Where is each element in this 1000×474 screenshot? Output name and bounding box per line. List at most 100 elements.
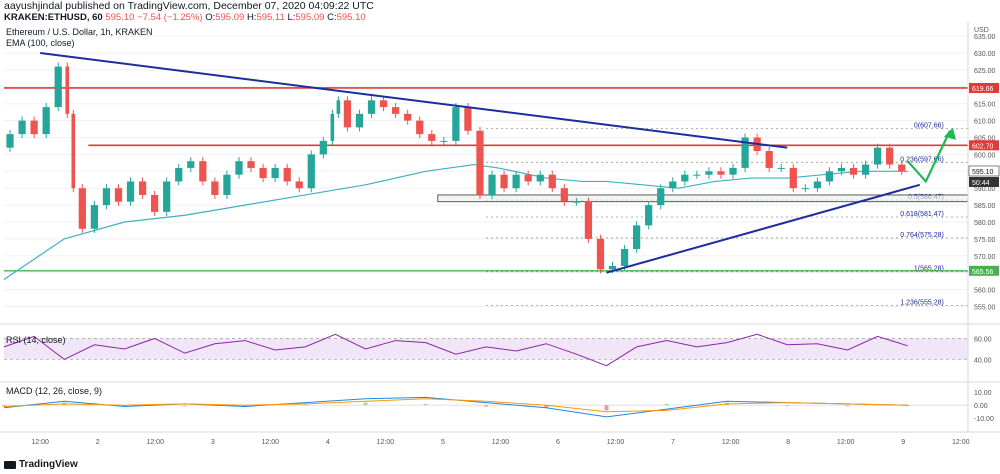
candle-body bbox=[825, 171, 834, 182]
y-tick-label: 625.00 bbox=[974, 68, 996, 75]
candle-body bbox=[548, 174, 556, 189]
forecast-arrowhead bbox=[943, 127, 956, 140]
candle-body bbox=[801, 188, 809, 190]
ohlc-line: KRAKEN:ETHUSD, 60 595.10 −7.54 (−1.25%) … bbox=[4, 12, 366, 23]
x-tick-label: 12:00 bbox=[607, 439, 625, 446]
candle-body bbox=[367, 100, 376, 114]
candle-body bbox=[379, 100, 388, 108]
high-value: 595.11 bbox=[256, 12, 285, 23]
fib-label: 1.236(555.28) bbox=[900, 300, 944, 307]
candle-body bbox=[6, 134, 14, 148]
x-tick-label: 12:00 bbox=[262, 439, 280, 446]
chart-area[interactable]: 555.00560.00565.00570.00575.00580.00585.… bbox=[0, 22, 1000, 457]
candle-body bbox=[18, 120, 26, 135]
symbol-label: KRAKEN:ETHUSD, 60 bbox=[4, 12, 103, 23]
fib-label: 0.764(575.28) bbox=[900, 232, 944, 239]
x-tick-label: 8 bbox=[786, 439, 790, 446]
candle-body bbox=[355, 113, 364, 128]
candle-body bbox=[404, 113, 412, 121]
candle-body bbox=[235, 161, 243, 175]
macd-histogram-bar bbox=[664, 403, 669, 406]
candle-body bbox=[30, 120, 38, 135]
candle-body bbox=[187, 161, 195, 168]
macd-histogram-bar bbox=[544, 405, 549, 408]
candle-body bbox=[765, 151, 773, 168]
resistance-price-label: 602.70 bbox=[972, 143, 994, 150]
macd-histogram-bar bbox=[604, 405, 609, 411]
candle-body bbox=[837, 167, 846, 172]
resistance-price-tag bbox=[969, 82, 999, 93]
rsi-tick-label: 40.00 bbox=[974, 357, 992, 364]
candle-body bbox=[886, 147, 894, 165]
price-change: −7.54 (−1.25%) bbox=[137, 12, 203, 23]
macd-histogram-bar bbox=[303, 403, 308, 406]
y-tick-label: 575.00 bbox=[974, 237, 996, 244]
rsi-pane[interactable]: 40.00 60.00 bbox=[0, 323, 1000, 367]
candle-body bbox=[512, 174, 520, 189]
currency-label: USD bbox=[974, 27, 989, 34]
price-pane[interactable]: 555.00560.00565.00570.00575.00580.00585.… bbox=[3, 27, 1000, 311]
x-tick-label: 3 bbox=[211, 439, 215, 446]
candle-body bbox=[488, 174, 496, 195]
high-label: H: bbox=[246, 12, 257, 23]
tradingview-logo[interactable]: TradingView bbox=[4, 459, 78, 470]
x-tick-label: 12:00 bbox=[722, 439, 740, 446]
candle-body bbox=[295, 181, 303, 189]
candle-body bbox=[247, 161, 255, 168]
close-label: C: bbox=[327, 12, 337, 23]
candle-body bbox=[271, 167, 279, 179]
candle-body bbox=[223, 174, 231, 195]
macd-histogram-bar bbox=[423, 403, 428, 406]
candle-body bbox=[65, 66, 70, 114]
x-tick-label: 9 bbox=[901, 439, 905, 446]
open-label: O: bbox=[205, 12, 216, 23]
y-tick-label: 590.00 bbox=[974, 186, 996, 193]
macd-pane[interactable]: 10.00 0.00 -10.00 bbox=[0, 381, 1000, 423]
candle-body bbox=[584, 201, 593, 239]
candle-body bbox=[789, 167, 797, 189]
candle-body bbox=[71, 113, 76, 189]
x-tick-label: 6 bbox=[556, 439, 560, 446]
ema-100-line bbox=[3, 163, 908, 280]
open-value: 595.09 bbox=[215, 12, 245, 23]
macd-histogram-bar bbox=[182, 405, 187, 407]
candle-body bbox=[608, 265, 617, 270]
macd-signal-line bbox=[3, 398, 908, 413]
support-price-label: 565.56 bbox=[972, 269, 994, 276]
x-tick-label: 5 bbox=[441, 439, 445, 446]
x-tick-label: 4 bbox=[326, 439, 330, 446]
candle-body bbox=[898, 164, 906, 171]
candle-body bbox=[336, 100, 341, 114]
y-tick-label: 600.00 bbox=[974, 152, 996, 159]
candle-body bbox=[596, 238, 605, 270]
macd-histogram-bar bbox=[845, 405, 850, 407]
candle-body bbox=[392, 107, 400, 114]
price-chart-svg[interactable]: 555.00560.00565.00570.00575.00580.00585.… bbox=[0, 22, 1000, 457]
candle-body bbox=[199, 161, 207, 182]
publish-header: aayushjindal published on TradingView.co… bbox=[0, 0, 1000, 24]
y-tick-label: 615.00 bbox=[974, 102, 996, 109]
candle-body bbox=[211, 181, 219, 195]
candle-body bbox=[657, 188, 665, 206]
candle-body bbox=[42, 107, 50, 135]
macd-histogram-bar bbox=[122, 405, 127, 407]
candle-body bbox=[729, 167, 737, 175]
candle-body bbox=[476, 130, 484, 195]
rsi-legend: RSI (14, close) bbox=[6, 335, 66, 345]
candle-body bbox=[283, 167, 291, 182]
fib-label: 0.618(581.47) bbox=[900, 211, 944, 218]
candle-body bbox=[536, 174, 544, 182]
candle-body bbox=[259, 167, 267, 179]
candle-body bbox=[54, 66, 62, 108]
candle-body bbox=[849, 167, 858, 175]
candle-body bbox=[620, 249, 629, 266]
tradingview-label: TradingView bbox=[19, 459, 78, 470]
macd-histogram-bar bbox=[2, 405, 6, 407]
candle-body bbox=[307, 154, 315, 189]
x-tick-label: 12:00 bbox=[492, 439, 510, 446]
y-tick-label: 585.00 bbox=[974, 203, 996, 210]
candle-body bbox=[572, 201, 580, 203]
candle-body bbox=[681, 174, 689, 182]
candle-body bbox=[693, 174, 701, 176]
y-tick-label: 630.00 bbox=[974, 51, 996, 58]
